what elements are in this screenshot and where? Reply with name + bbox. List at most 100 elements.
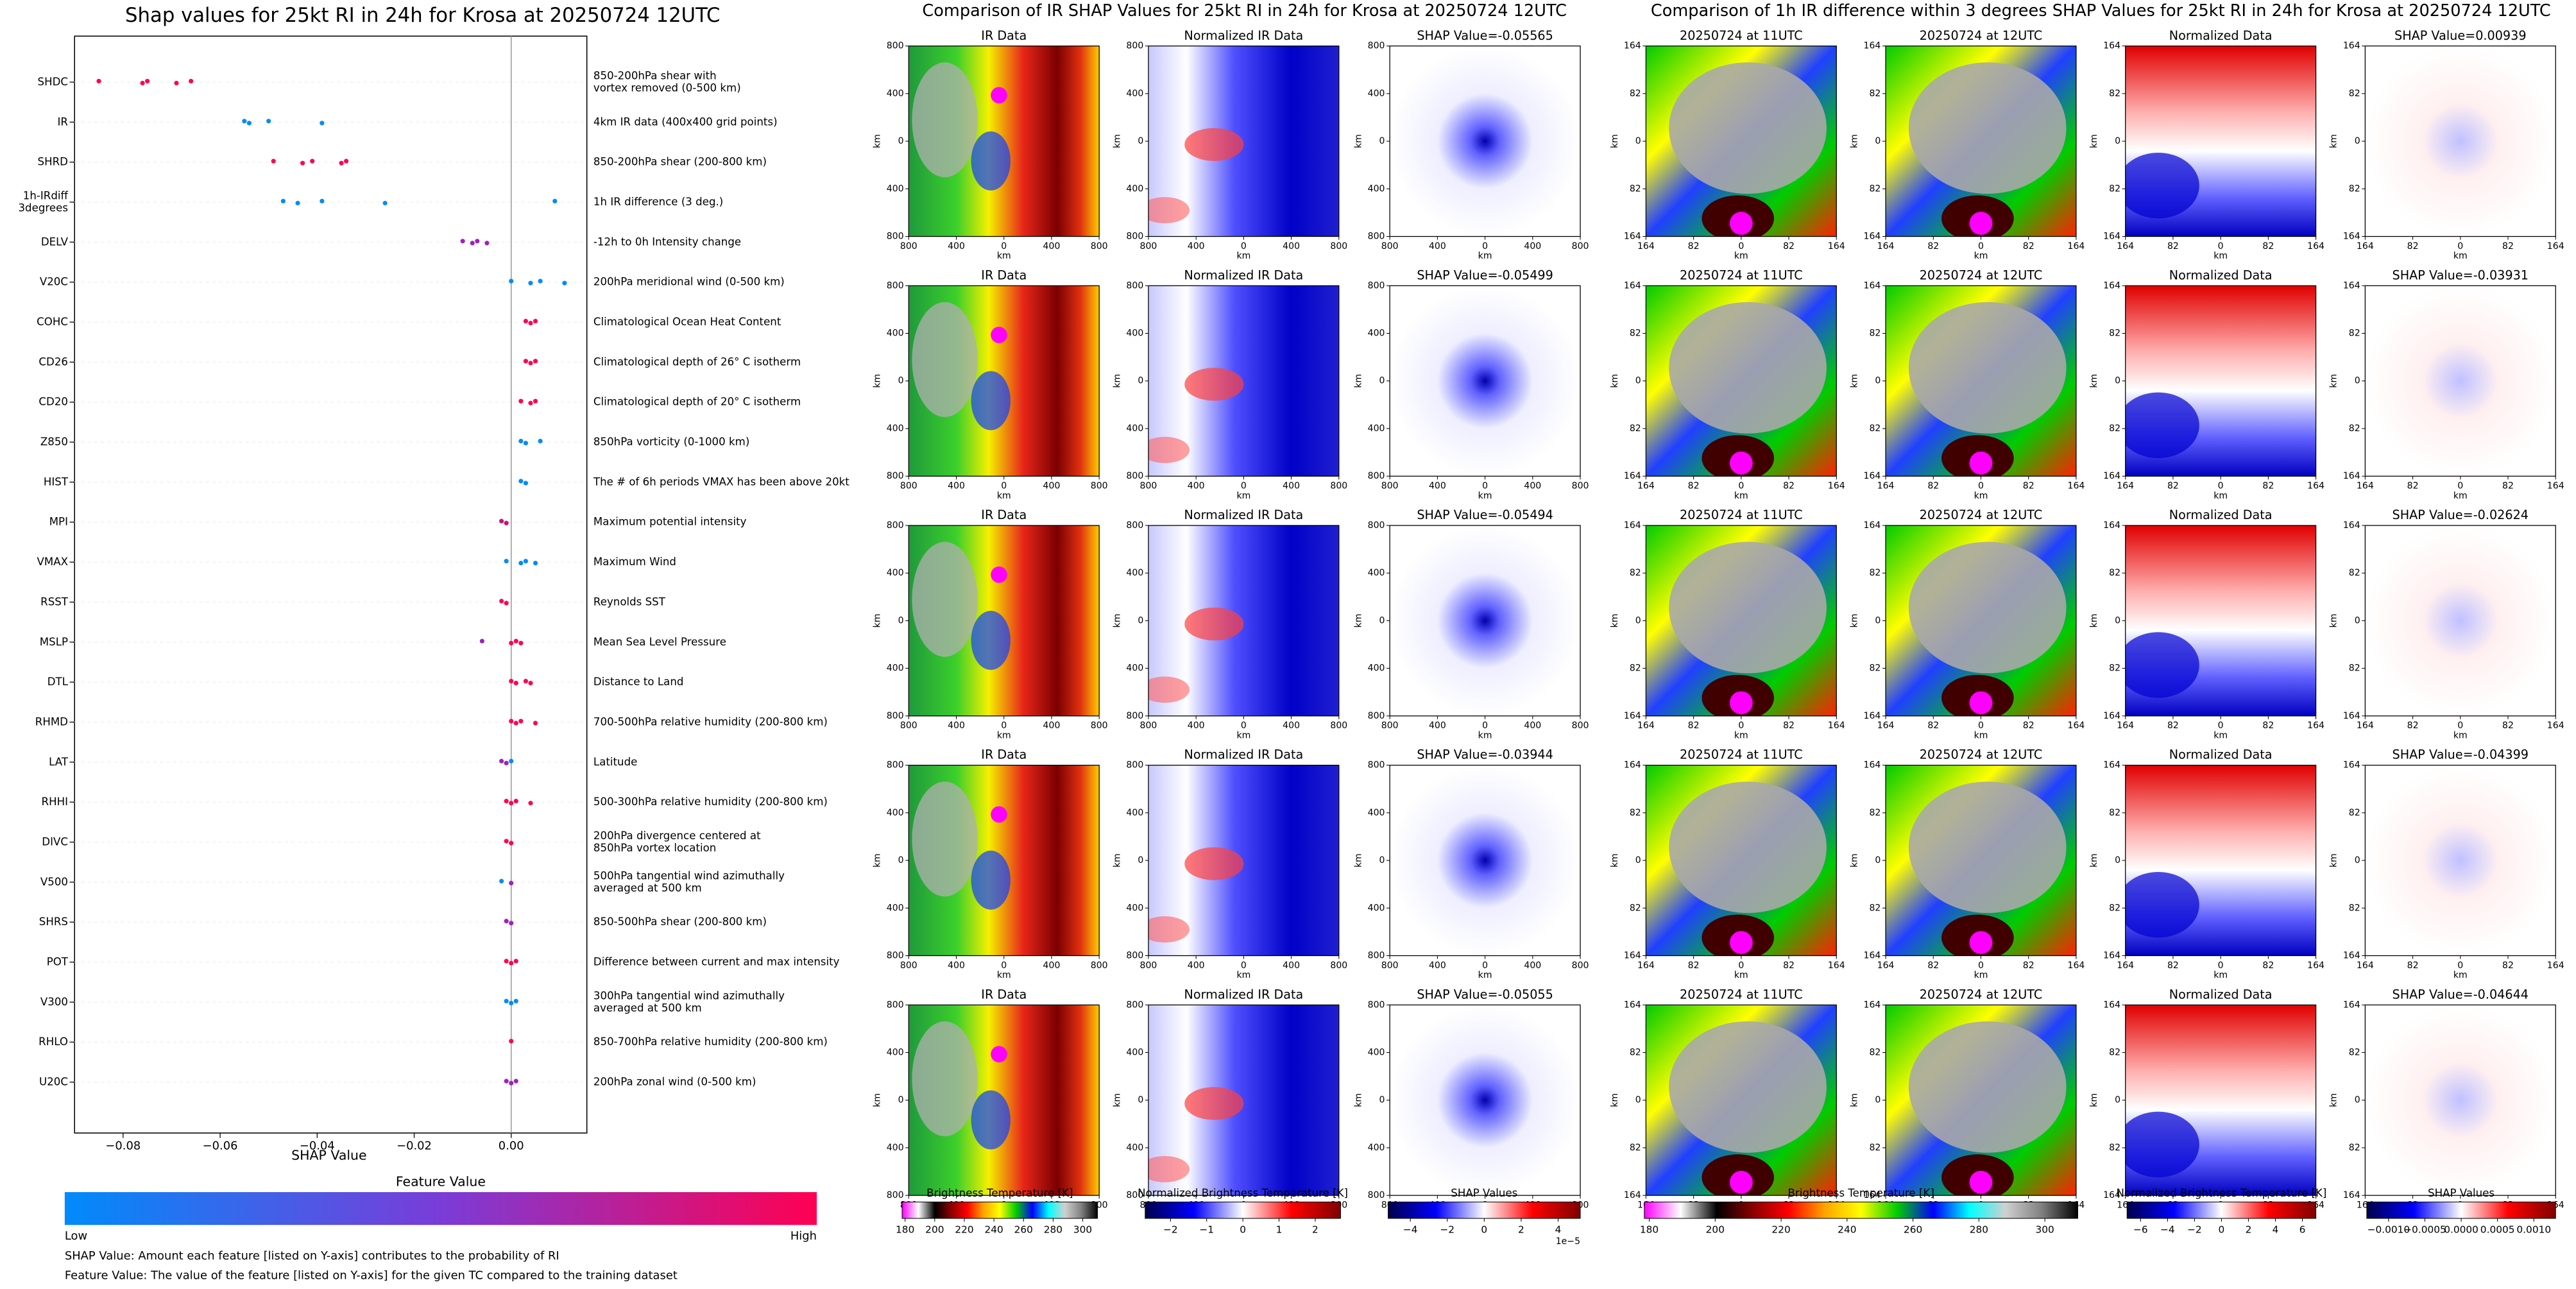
y-tick-label: 0 <box>2355 615 2360 626</box>
y-tick-label: 164 <box>2103 950 2120 960</box>
x-tick-label: 164 <box>2117 241 2134 252</box>
y-axis-label: km <box>1610 1093 1620 1107</box>
x-tick-label: 164 <box>1877 721 1895 731</box>
y-tick-label: 82 <box>1869 568 1881 578</box>
panel-image <box>1148 525 1339 716</box>
feature-label: LAT <box>49 755 69 767</box>
feature-label-line: IR <box>58 115 69 128</box>
y-tick-label: 82 <box>1869 329 1881 339</box>
x-axis-label: km <box>1478 731 1492 741</box>
x-tick-label: 0 <box>2218 241 2224 252</box>
colorbar-tick-label: 1 <box>1276 1224 1283 1235</box>
x-tick-label: −0.08 <box>105 1139 141 1152</box>
y-axis-label: km <box>1112 1093 1122 1107</box>
x-tick-label: 82 <box>2167 960 2179 971</box>
x-axis-label: km <box>1974 251 1988 261</box>
shap-point <box>509 921 514 926</box>
panel-image <box>1646 286 1837 477</box>
feature-description-line: 200hPa zonal wind (0-500 km) <box>593 1075 756 1088</box>
panel: SHAP Value=-0.05055800400040080080040004… <box>1354 987 1589 1220</box>
x-axis-label: km <box>1734 251 1748 261</box>
feature-label: RHHI <box>42 796 68 808</box>
feature-label-line: RHMD <box>35 715 68 728</box>
y-tick-label: 0 <box>898 1095 904 1105</box>
feature-description: 4km IR data (400x400 grid points) <box>593 115 778 128</box>
panel-title: SHAP Value=-0.04399 <box>2393 747 2529 762</box>
colorbar-tick-label: −0.0010 <box>2367 1224 2410 1235</box>
panel-title: IR Data <box>981 508 1027 522</box>
y-axis-label: km <box>1354 853 1364 867</box>
panel-image <box>1886 525 2076 716</box>
shap-point <box>96 78 101 84</box>
shap-point <box>518 398 524 404</box>
eye <box>1729 691 1753 715</box>
shap-point <box>518 438 524 444</box>
y-axis-label: km <box>1610 374 1620 388</box>
x-tick-label: 164 <box>2068 721 2085 731</box>
y-tick-label: 164 <box>2343 1000 2360 1010</box>
shap-point <box>504 520 509 525</box>
colorbar <box>1388 1201 1581 1219</box>
x-tick-label: 0 <box>1482 241 1488 252</box>
patch <box>2125 392 2199 459</box>
shap-point <box>504 839 509 844</box>
feature-description-line: 850hPa vortex location <box>593 842 716 854</box>
x-tick-label: 800 <box>1572 960 1589 971</box>
y-tick-label: 400 <box>887 89 904 99</box>
panel-image <box>908 525 1100 716</box>
panel-image <box>1886 46 2076 237</box>
y-tick-label: 0 <box>1379 376 1385 386</box>
eye <box>1969 451 1993 475</box>
feature-label-line: POT <box>47 955 69 968</box>
feature-label-line: Z850 <box>40 436 68 448</box>
shap-point <box>504 799 509 804</box>
y-tick-label: 164 <box>2103 520 2120 531</box>
image-base <box>2365 765 2556 956</box>
shap-point <box>509 880 514 885</box>
x-tick-label: 82 <box>2023 481 2034 491</box>
feature-description: Maximum potential intensity <box>593 515 747 527</box>
x-tick-label: 400 <box>1429 481 1446 491</box>
shap-point <box>528 681 533 686</box>
y-tick-label: 164 <box>1864 471 1881 481</box>
shap-point <box>538 438 543 444</box>
x-axis-label: km <box>997 970 1011 980</box>
feature-label: DELV <box>41 235 69 248</box>
cloud <box>971 131 1011 191</box>
feature-label: U20C <box>39 1075 68 1088</box>
x-axis-label: km <box>2213 251 2228 261</box>
shap-point <box>504 1079 509 1084</box>
colorbar-tick-label: 0.0005 <box>2480 1224 2515 1235</box>
feature-description: 1h IR difference (3 deg.) <box>593 195 723 207</box>
x-tick-label: −0.06 <box>203 1139 238 1152</box>
y-tick-label: 82 <box>2349 89 2360 99</box>
y-tick-label: 400 <box>887 1047 904 1057</box>
y-tick-label: 82 <box>2109 903 2120 913</box>
feature-label-line: VMAX <box>37 556 68 568</box>
shap-point <box>513 681 518 686</box>
shap-point <box>538 278 543 284</box>
shap-point <box>479 638 484 644</box>
panel-title: 20250724 at 11UTC <box>1680 268 1803 282</box>
feature-description-line: Latitude <box>593 755 637 767</box>
patch <box>2125 871 2199 938</box>
feature-description-line: Maximum potential intensity <box>593 515 747 527</box>
y-tick-label: 0 <box>2115 855 2120 866</box>
x-tick-label: 82 <box>2502 721 2514 731</box>
colorbar-tick-label: 0.0000 <box>2444 1224 2478 1235</box>
y-tick-label: 164 <box>1624 1000 1641 1010</box>
y-tick-label: 800 <box>1126 1190 1143 1200</box>
x-tick-label: 82 <box>2502 241 2514 252</box>
panel-title: SHAP Value=-0.03931 <box>2393 268 2529 282</box>
feature-label: CD26 <box>38 355 68 368</box>
y-tick-label: 400 <box>1368 1047 1385 1057</box>
feature-label: DIVC <box>42 835 68 848</box>
y-tick-label: 164 <box>1864 1000 1881 1010</box>
image-base <box>2365 1005 2556 1196</box>
feature-description: Difference between current and max inten… <box>593 955 840 968</box>
